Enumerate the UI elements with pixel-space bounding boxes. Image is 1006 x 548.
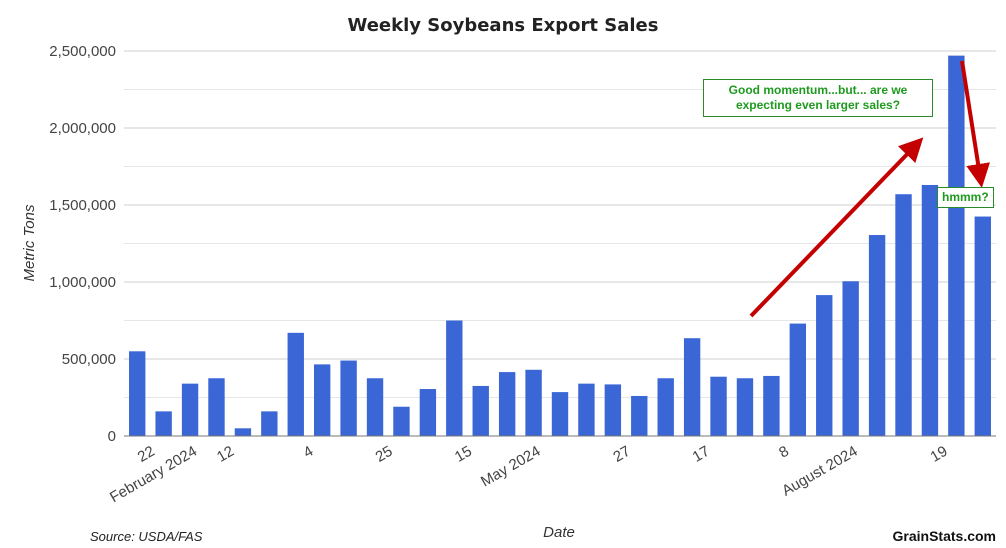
x-tick-label: 8 xyxy=(776,443,792,462)
y-tick-label: 0 xyxy=(108,428,116,445)
bar xyxy=(287,332,304,436)
bar xyxy=(419,389,437,436)
bar xyxy=(261,411,278,436)
bar xyxy=(868,235,886,436)
y-tick-label: 2,500,000 xyxy=(49,43,116,60)
x-tick-label: May 2024 xyxy=(478,443,544,491)
x-tick-label: 22 xyxy=(135,443,158,466)
bar xyxy=(472,385,489,436)
x-tick-label: 15 xyxy=(452,443,475,466)
x-tick-label: 4 xyxy=(301,443,317,462)
y-axis-title: Metric Tons xyxy=(21,204,38,281)
bar xyxy=(683,338,701,436)
bar xyxy=(895,194,912,436)
bar xyxy=(657,378,674,436)
bar xyxy=(631,395,648,436)
bar xyxy=(313,364,331,436)
bar xyxy=(974,216,991,436)
bar xyxy=(948,55,965,437)
brand-label: GrainStats.com xyxy=(892,528,996,544)
bar xyxy=(129,351,146,436)
bar xyxy=(366,378,384,436)
bar xyxy=(208,378,225,436)
bar xyxy=(498,372,516,436)
bar xyxy=(551,392,569,436)
bar xyxy=(340,360,357,436)
callout-main: Good momentum...but... are we expecting … xyxy=(703,79,933,117)
y-tick-label: 2,000,000 xyxy=(49,120,116,137)
bar xyxy=(736,378,754,436)
bar xyxy=(842,281,859,436)
x-tick-label: 19 xyxy=(927,443,950,466)
x-tick-label: 25 xyxy=(373,443,396,466)
source-note: Source: USDA/FAS xyxy=(90,529,203,544)
x-tick-label: 17 xyxy=(690,443,713,466)
bar xyxy=(789,323,807,436)
bar xyxy=(816,295,833,436)
red-arrow-down-icon xyxy=(960,60,990,188)
bar xyxy=(234,428,252,436)
y-tick-label: 500,000 xyxy=(62,351,116,368)
x-tick-label: 12 xyxy=(214,443,237,466)
chart-title: Weekly Soybeans Export Sales xyxy=(348,15,659,36)
bars xyxy=(129,55,991,437)
bar xyxy=(763,375,780,436)
bar xyxy=(710,376,727,436)
bar xyxy=(921,184,939,436)
y-tick-label: 1,000,000 xyxy=(49,274,116,291)
x-axis-title: Date xyxy=(543,524,575,541)
bar xyxy=(155,411,172,436)
bar xyxy=(604,384,622,436)
y-axis-ticks: 0 500,000 1,000,000 1,500,000 2,000,000 2,500… xyxy=(49,43,116,445)
red-arrow-up-icon xyxy=(749,137,924,318)
bar xyxy=(446,320,463,436)
x-tick-label: August 2024 xyxy=(779,443,860,500)
bar xyxy=(578,383,595,436)
bar xyxy=(181,383,199,436)
y-tick-label: 1,500,000 xyxy=(49,197,116,214)
bar xyxy=(525,369,542,436)
callout-small: hmmm? xyxy=(937,187,994,208)
x-tick-label: 27 xyxy=(610,443,633,466)
bar xyxy=(393,406,410,436)
